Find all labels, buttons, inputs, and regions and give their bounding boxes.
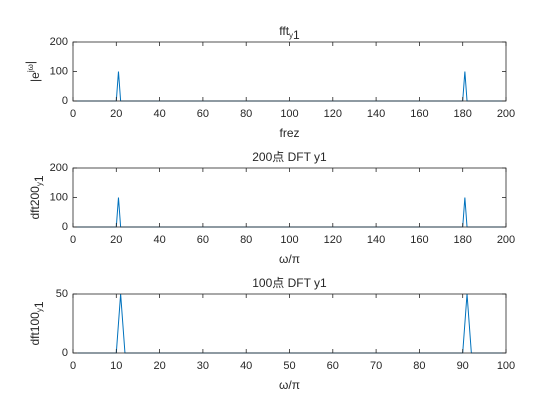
chart-title: ffty1 (279, 24, 300, 42)
axes-background (73, 168, 506, 227)
x-tick-label: 0 (70, 108, 76, 120)
y-axis-label: dft100y1 (28, 301, 46, 345)
x-tick-label: 120 (324, 108, 342, 120)
x-tick-label: 80 (413, 360, 425, 372)
y-tick-label: 0 (62, 221, 68, 233)
x-tick-label: 80 (240, 108, 252, 120)
y-tick-label: 200 (50, 162, 68, 174)
x-tick-label: 0 (70, 234, 76, 246)
x-tick-label: 120 (324, 234, 342, 246)
x-tick-label: 20 (153, 360, 165, 372)
y-tick-label: 0 (62, 95, 68, 107)
x-axis-label: ω/π (279, 378, 300, 392)
x-tick-label: 140 (367, 234, 385, 246)
x-tick-label: 180 (454, 108, 472, 120)
x-tick-label: 40 (153, 234, 165, 246)
x-tick-label: 90 (457, 360, 469, 372)
x-tick-label: 60 (197, 234, 209, 246)
x-tick-label: 30 (197, 360, 209, 372)
y-axis-label: dft200y1 (28, 175, 46, 219)
x-tick-label: 100 (280, 108, 298, 120)
x-tick-label: 200 (497, 108, 515, 120)
x-tick-label: 40 (240, 360, 252, 372)
x-tick-label: 200 (497, 234, 515, 246)
x-tick-label: 160 (410, 234, 428, 246)
x-tick-label: 70 (370, 360, 382, 372)
x-tick-label: 60 (327, 360, 339, 372)
x-tick-label: 100 (280, 234, 298, 246)
x-tick-label: 20 (110, 234, 122, 246)
axes-background (73, 42, 506, 101)
x-tick-label: 60 (197, 108, 209, 120)
x-tick-label: 0 (70, 360, 76, 372)
chart-title: 100点 DFT y1 (252, 276, 327, 290)
x-tick-label: 20 (110, 108, 122, 120)
y-tick-label: 0 (62, 347, 68, 359)
x-tick-label: 50 (283, 360, 295, 372)
y-tick-label: 200 (50, 36, 68, 48)
y-tick-label: 50 (56, 288, 68, 300)
x-tick-label: 180 (454, 234, 472, 246)
chart-title: 200点 DFT y1 (252, 150, 327, 164)
y-axis-label: |ejω| (23, 61, 42, 82)
y-tick-label: 100 (50, 191, 68, 203)
x-axis-label: frez (279, 126, 299, 140)
x-axis-label: ω/π (279, 252, 300, 266)
x-tick-label: 10 (110, 360, 122, 372)
x-tick-label: 80 (240, 234, 252, 246)
x-tick-label: 40 (153, 108, 165, 120)
y-tick-label: 100 (50, 65, 68, 77)
x-tick-label: 140 (367, 108, 385, 120)
x-tick-label: 100 (497, 360, 515, 372)
axes-background (73, 294, 506, 353)
x-tick-label: 160 (410, 108, 428, 120)
